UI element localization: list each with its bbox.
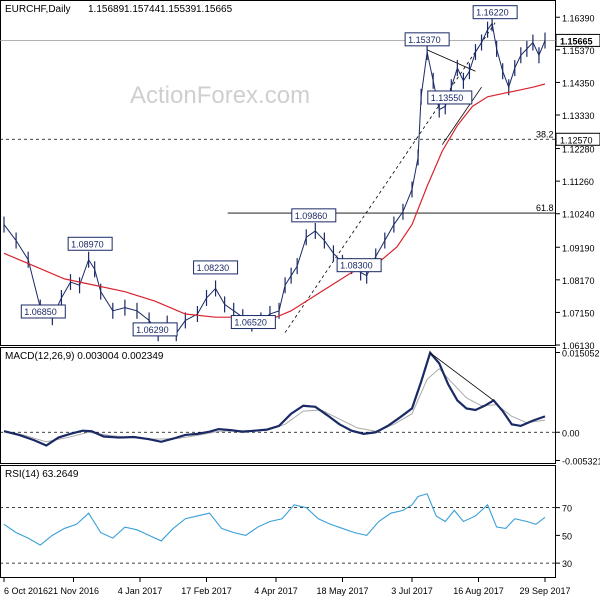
price-axis-label: 1.07150: [562, 308, 595, 318]
x-axis-label: 6 Oct 2016: [4, 586, 48, 596]
x-axis-label: 4 Jan 2017: [118, 586, 163, 596]
macd-panel-frame: [0, 347, 556, 464]
price-annotation: 1.06290: [136, 325, 169, 335]
triangle-bottom-line: [441, 86, 482, 145]
ohlc-close: 1.15665: [196, 4, 233, 15]
macd-line: [3, 350, 546, 447]
price-annotation: 1.08300: [340, 261, 373, 271]
price-annotation: 1.08230: [197, 263, 230, 273]
macd-panel-title: MACD(12,26,9) 0.003004 0.002349: [5, 351, 164, 362]
x-axis-label: 21 Nov 2016: [48, 586, 99, 596]
rsi-panel-frame: [0, 465, 556, 578]
x-axis-label: 29 Sep 2017: [519, 586, 570, 596]
rsi-axis-label: 50: [562, 531, 572, 541]
x-axis-label: 4 Apr 2017: [254, 586, 298, 596]
macd-axis-label: 0.015052: [562, 348, 600, 358]
current-price-label: 1.15665: [560, 36, 593, 46]
rsi-axis-label: 30: [562, 559, 572, 569]
projection-line: [284, 22, 496, 333]
price-annotation-box: [193, 260, 239, 275]
ohlc-open: 1.15689: [88, 4, 125, 15]
x-axis-label: 18 May 2017: [316, 586, 368, 596]
price-annotation-box: [67, 236, 113, 251]
fib-level-label: 38.2: [536, 129, 554, 139]
fib-price-tag: [555, 132, 600, 146]
watermark: ActionForex.com: [130, 82, 310, 109]
ohlc-low: 1.15539: [160, 4, 197, 15]
price-annotation: 1.13550: [431, 93, 464, 103]
rsi-axis-label: 70: [562, 504, 572, 514]
price-annotation: 1.16220: [476, 8, 509, 18]
price-annotation-box: [291, 208, 337, 223]
moving-average-line: [3, 83, 546, 318]
fib-level-label: 61.8: [536, 203, 554, 213]
macd-axis-label: 0.00: [562, 428, 580, 438]
price-axis-label: 1.15370: [562, 46, 595, 56]
price-annotation-box: [427, 90, 473, 105]
macd-trendline: [429, 352, 494, 401]
price-annotation: 1.08970: [71, 239, 104, 249]
macd-axis-label: -0.005321: [562, 456, 600, 466]
price-annotation: 1.06520: [234, 318, 267, 328]
rsi-line: [3, 493, 546, 546]
price-axis-label: 1.11260: [562, 177, 594, 187]
price-panel-frame: [0, 0, 556, 346]
price-annotation-box: [230, 315, 276, 330]
price-axis-label: 1.08170: [562, 276, 595, 286]
price-axis-label: 1.09190: [562, 243, 595, 253]
ohlc-high: 1.15744: [124, 4, 161, 15]
price-annotation-box: [132, 322, 178, 337]
price-annotation-box: [472, 5, 518, 20]
price-axis-label: 1.12280: [562, 145, 595, 155]
current-price-tag: [555, 33, 600, 47]
triangle-top-line: [426, 49, 476, 72]
rsi-panel-title: RSI(14) 63.2649: [5, 469, 79, 480]
price-axis-label: 1.14350: [562, 78, 595, 88]
price-axis-label: 1.10240: [562, 210, 595, 220]
price-axis-label: 1.16390: [562, 13, 595, 23]
price-axis-label: 1.13330: [562, 111, 595, 121]
fib-price-label: 1.12570: [560, 135, 593, 145]
price-axis-label: 1.06130: [562, 341, 595, 351]
price-annotation: 1.15370: [408, 35, 441, 45]
x-axis-label: 17 Feb 2017: [181, 586, 232, 596]
x-axis-label: 16 Aug 2017: [453, 586, 504, 596]
macd-signal-line: [3, 367, 546, 443]
x-axis-label: 3 Jul 2017: [391, 586, 433, 596]
price-annotation: 1.09860: [295, 211, 328, 221]
price-annotation-box: [404, 32, 450, 47]
price-panel-title: EURCHF,Daily: [5, 4, 71, 15]
price-annotation-box: [336, 258, 382, 273]
price-line: [3, 22, 546, 334]
price-annotation-box: [20, 304, 66, 319]
price-annotation: 1.06850: [24, 307, 57, 317]
